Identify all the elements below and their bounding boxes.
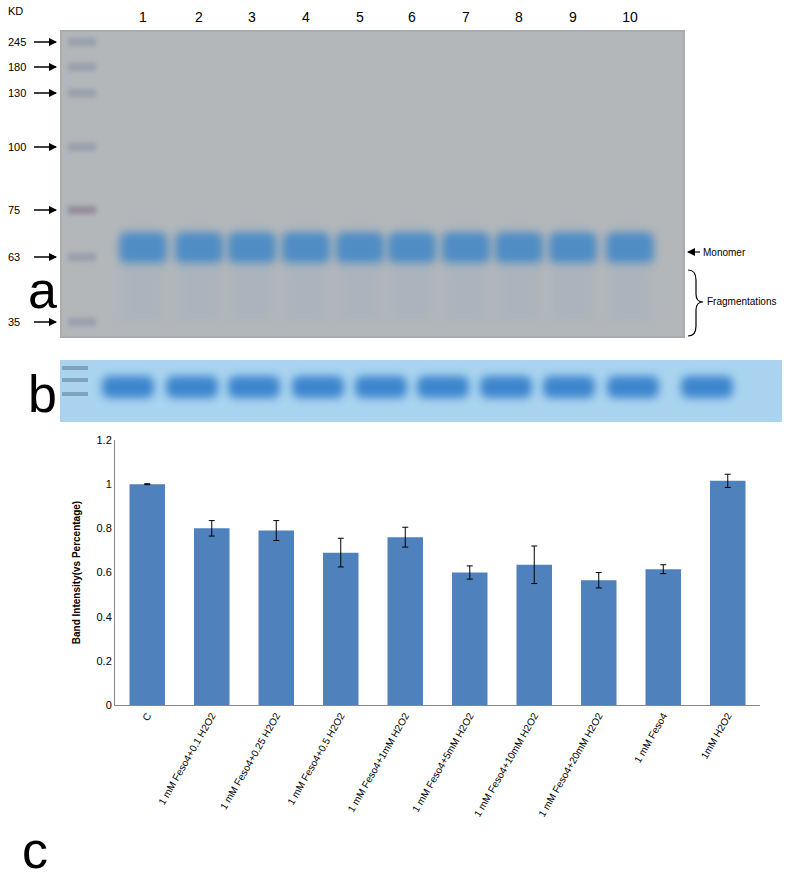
svg-text:100: 100 xyxy=(8,141,26,153)
svg-text:9: 9 xyxy=(569,9,577,25)
svg-text:0: 0 xyxy=(106,699,112,711)
svg-text:1 mM Feso4+0.1 H2O2: 1 mM Feso4+0.1 H2O2 xyxy=(156,711,218,807)
svg-text:35: 35 xyxy=(8,316,20,328)
svg-text:0.4: 0.4 xyxy=(97,611,112,623)
svg-text:3: 3 xyxy=(248,9,256,25)
svg-text:2: 2 xyxy=(195,9,203,25)
svg-text:63: 63 xyxy=(8,251,20,263)
svg-text:180: 180 xyxy=(8,61,26,73)
svg-text:1: 1 xyxy=(106,478,112,490)
svg-text:7: 7 xyxy=(462,9,470,25)
svg-text:1 mM Feso4+1mM H2O2: 1 mM Feso4+1mM H2O2 xyxy=(346,711,412,814)
svg-text:1 mM Feso4+0.25 H2O2: 1 mM Feso4+0.25 H2O2 xyxy=(218,711,283,812)
svg-text:KD: KD xyxy=(8,5,23,17)
svg-text:0.6: 0.6 xyxy=(97,566,112,578)
svg-text:c: c xyxy=(22,821,48,879)
svg-text:1 mM Feso4+0.5 H2O2: 1 mM Feso4+0.5 H2O2 xyxy=(285,711,347,807)
svg-text:b: b xyxy=(28,365,57,423)
svg-text:75: 75 xyxy=(8,204,20,216)
svg-text:Band Intensity(vs Percentage): Band Intensity(vs Percentage) xyxy=(71,501,82,644)
svg-text:8: 8 xyxy=(515,9,523,25)
svg-text:a: a xyxy=(28,261,57,319)
svg-text:0.2: 0.2 xyxy=(97,655,112,667)
svg-text:10: 10 xyxy=(622,9,638,25)
svg-text:1: 1 xyxy=(139,9,147,25)
svg-text:0.8: 0.8 xyxy=(97,522,112,534)
svg-text:1 mM Feso4: 1 mM Feso4 xyxy=(632,711,670,765)
svg-text:Monomer: Monomer xyxy=(703,247,746,258)
svg-text:5: 5 xyxy=(356,9,364,25)
svg-text:1 mM Feso4+5mM H2O2: 1 mM Feso4+5mM H2O2 xyxy=(410,711,476,814)
svg-text:6: 6 xyxy=(408,9,416,25)
svg-text:130: 130 xyxy=(8,87,26,99)
svg-text:1 mM Feso4+10mM H2O2: 1 mM Feso4+10mM H2O2 xyxy=(472,711,541,819)
svg-text:4: 4 xyxy=(302,9,310,25)
svg-text:1.2: 1.2 xyxy=(97,434,112,446)
svg-text:C: C xyxy=(140,711,153,723)
svg-text:Fragmentations: Fragmentations xyxy=(707,296,776,307)
svg-text:1 mM Feso4+20mM H2O2: 1 mM Feso4+20mM H2O2 xyxy=(536,711,605,819)
svg-text:245: 245 xyxy=(8,36,26,48)
svg-text:1mM H2O2: 1mM H2O2 xyxy=(699,711,734,761)
